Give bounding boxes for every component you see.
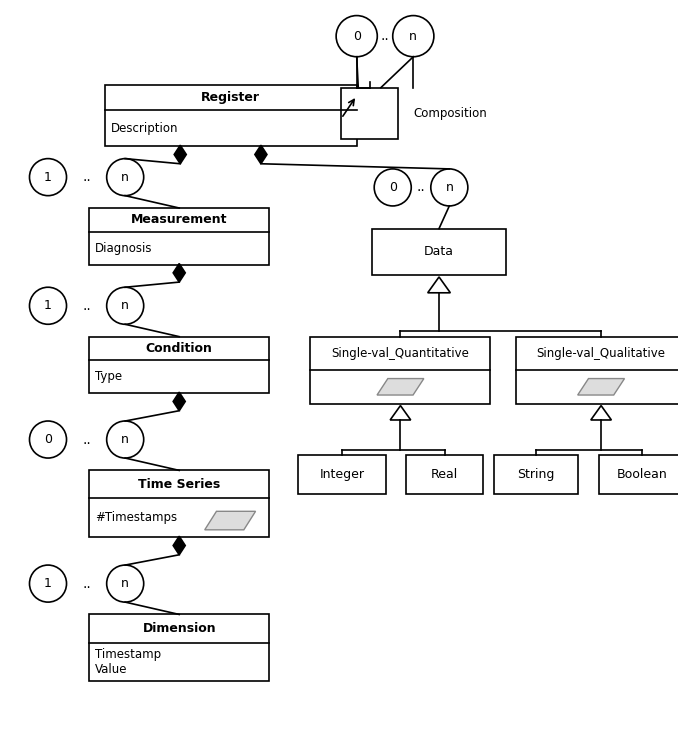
Bar bbox=[89, 337, 269, 393]
Polygon shape bbox=[173, 264, 185, 282]
Polygon shape bbox=[377, 379, 424, 395]
Text: Dimension: Dimension bbox=[142, 622, 216, 635]
Bar bbox=[599, 455, 685, 494]
Text: Measurement: Measurement bbox=[131, 213, 227, 226]
Text: ..: .. bbox=[82, 576, 91, 591]
Text: String: String bbox=[517, 468, 554, 481]
Text: 0: 0 bbox=[388, 181, 397, 194]
Text: Composition: Composition bbox=[413, 107, 487, 120]
Text: #Timestamps: #Timestamps bbox=[95, 512, 177, 524]
Text: ..: .. bbox=[82, 170, 91, 184]
Text: Boolean: Boolean bbox=[617, 468, 668, 481]
Bar bbox=[298, 455, 386, 494]
Bar bbox=[310, 337, 490, 404]
Text: Single-val_Quantitative: Single-val_Quantitative bbox=[332, 347, 469, 360]
Bar bbox=[372, 229, 506, 275]
Text: Diagnosis: Diagnosis bbox=[95, 242, 153, 255]
Text: 0: 0 bbox=[353, 29, 361, 43]
Polygon shape bbox=[205, 512, 256, 530]
Polygon shape bbox=[590, 406, 612, 420]
Polygon shape bbox=[173, 392, 185, 411]
Text: Type: Type bbox=[95, 370, 123, 384]
Text: 1: 1 bbox=[44, 577, 52, 590]
Text: Condition: Condition bbox=[146, 342, 212, 355]
Text: Timestamp
Value: Timestamp Value bbox=[95, 648, 162, 676]
Polygon shape bbox=[174, 146, 186, 164]
Text: n: n bbox=[445, 181, 453, 194]
Polygon shape bbox=[255, 146, 267, 164]
Polygon shape bbox=[173, 537, 185, 555]
Text: 1: 1 bbox=[44, 299, 52, 312]
Text: n: n bbox=[121, 433, 129, 446]
Text: ..: .. bbox=[416, 180, 425, 195]
Bar bbox=[89, 470, 269, 537]
Bar bbox=[516, 337, 685, 404]
Text: Time Series: Time Series bbox=[138, 478, 221, 491]
Text: Integer: Integer bbox=[319, 468, 364, 481]
Text: Description: Description bbox=[111, 122, 178, 135]
Text: 1: 1 bbox=[44, 171, 52, 184]
Polygon shape bbox=[427, 277, 450, 293]
Text: n: n bbox=[121, 299, 129, 312]
Text: ..: .. bbox=[82, 298, 91, 313]
Text: n: n bbox=[410, 29, 417, 43]
Bar bbox=[406, 455, 484, 494]
Text: Real: Real bbox=[431, 468, 458, 481]
Text: Register: Register bbox=[201, 91, 260, 104]
Text: n: n bbox=[121, 171, 129, 184]
Bar bbox=[105, 85, 357, 146]
Polygon shape bbox=[577, 379, 625, 395]
Bar bbox=[89, 208, 269, 265]
Text: Single-val_Qualitative: Single-val_Qualitative bbox=[536, 347, 666, 360]
Text: ..: .. bbox=[381, 29, 389, 43]
Bar bbox=[341, 87, 398, 139]
Bar bbox=[494, 455, 578, 494]
Bar bbox=[89, 614, 269, 681]
Text: 0: 0 bbox=[44, 433, 52, 446]
Polygon shape bbox=[390, 406, 411, 420]
Text: ..: .. bbox=[82, 432, 91, 447]
Text: Data: Data bbox=[424, 245, 454, 258]
Text: n: n bbox=[121, 577, 129, 590]
